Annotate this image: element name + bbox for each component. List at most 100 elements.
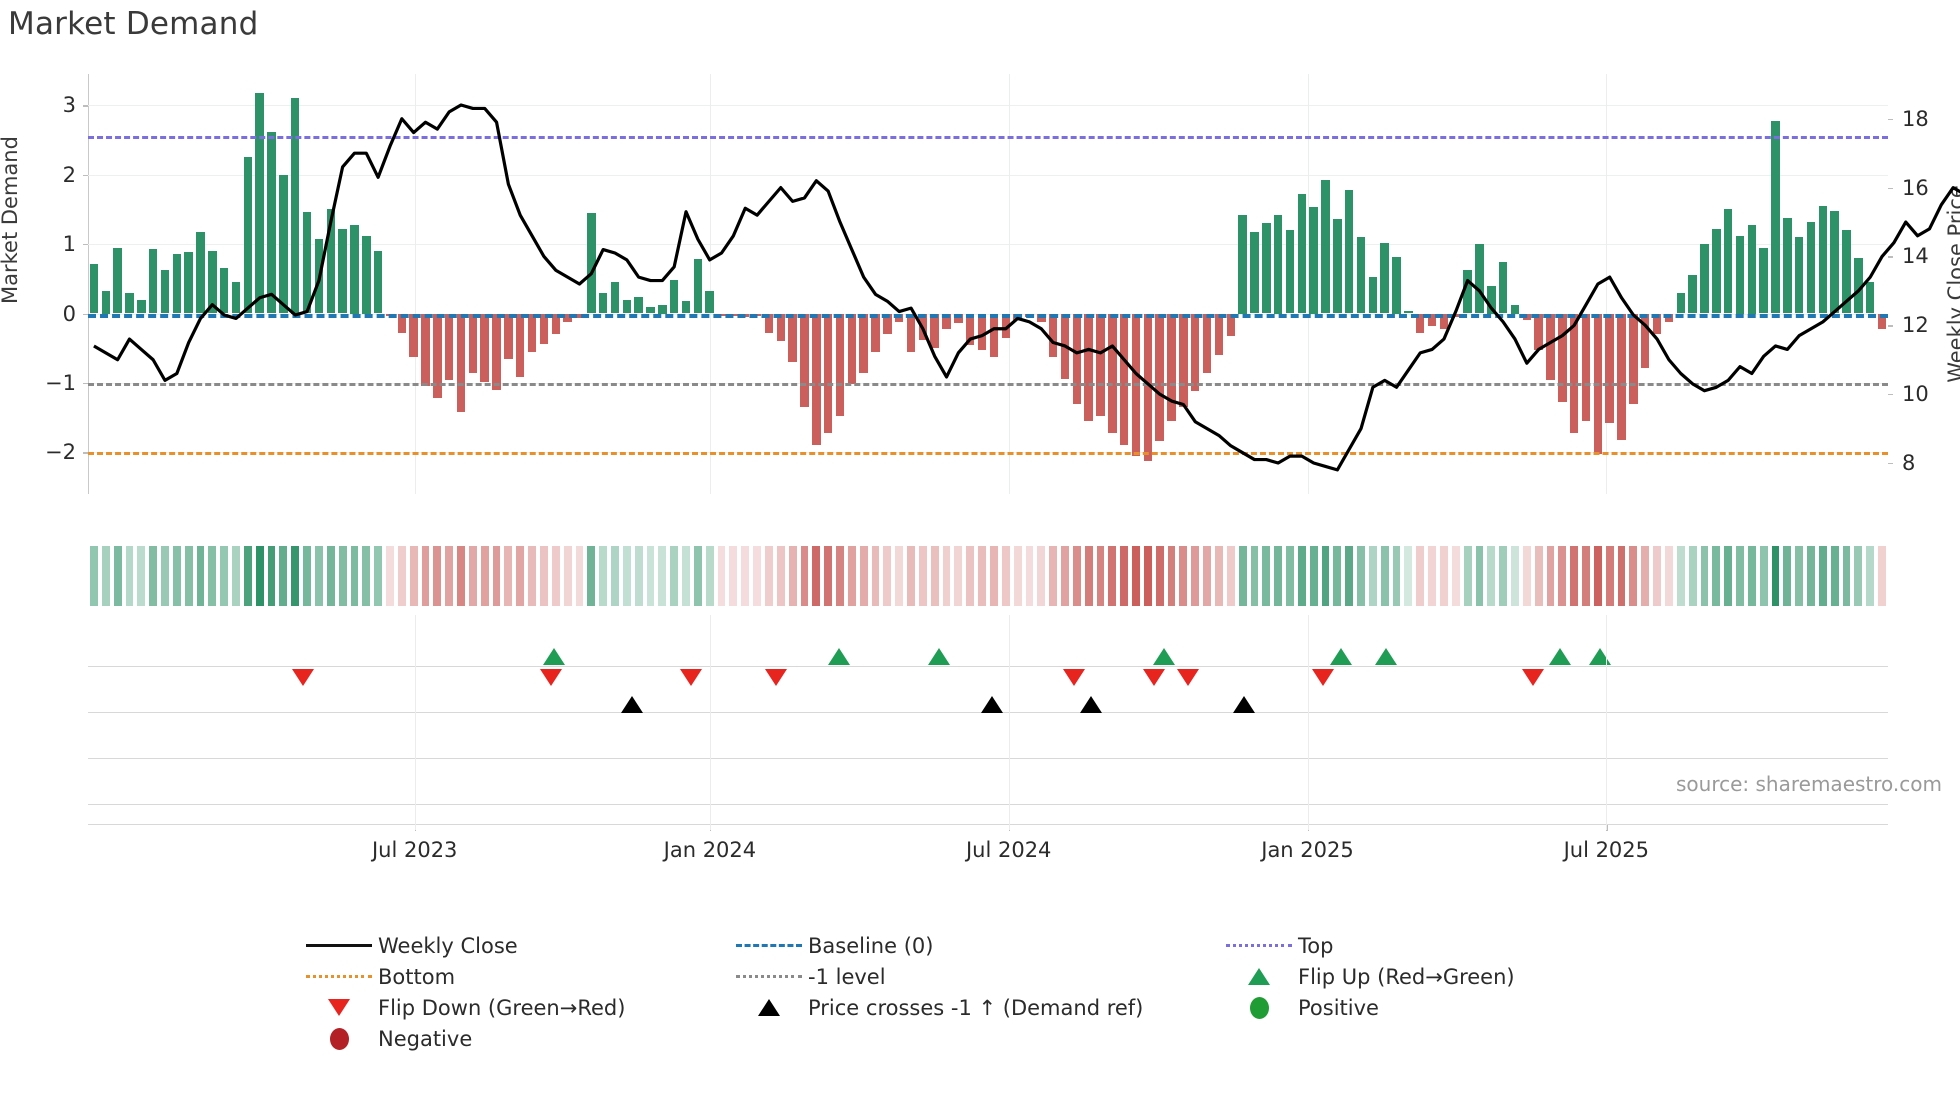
heatmap-cell — [1866, 546, 1875, 606]
demand-bar — [1096, 313, 1105, 417]
heatmap-cell — [836, 546, 844, 606]
demand-bar — [610, 281, 620, 314]
heatmap-cell — [693, 546, 702, 606]
demand-bar — [279, 174, 288, 314]
demand-bar — [504, 313, 513, 360]
demand-bar — [989, 313, 999, 357]
heatmap-cell — [1629, 546, 1638, 606]
heatmap-cell — [528, 546, 536, 606]
heatmap-cell — [765, 546, 773, 606]
heatmap-cell — [705, 546, 714, 606]
demand-bar — [1238, 214, 1247, 314]
heatmap-cell — [942, 546, 951, 606]
dotted-line-icon — [1226, 944, 1292, 947]
triangle-up-black-icon — [758, 999, 780, 1016]
demand-bar — [1427, 313, 1437, 326]
demand-bar — [1664, 313, 1674, 322]
heatmap-cell — [1072, 546, 1081, 606]
demand-bar — [1652, 313, 1662, 335]
demand-bar — [1321, 180, 1330, 314]
demand-bar — [977, 313, 987, 350]
heatmap-cell — [1309, 546, 1318, 606]
heatmap-cell — [1428, 546, 1436, 606]
demand-bar — [1226, 313, 1236, 336]
demand-bar — [350, 224, 359, 314]
demand-bar — [1747, 224, 1757, 314]
price-cross-marker — [620, 696, 643, 713]
demand-bar — [125, 292, 134, 314]
demand-bar — [172, 254, 182, 314]
demand-bar — [1084, 313, 1093, 422]
demand-bar — [954, 313, 963, 324]
demand-bar — [1273, 214, 1283, 314]
weekly-close-path — [93, 103, 1960, 472]
demand-bar — [1676, 292, 1686, 314]
legend-item-flip-down[interactable]: Flip Down (Green→Red) — [300, 992, 730, 1023]
heatmap-cell — [1226, 546, 1235, 606]
heatmap-cell — [1061, 546, 1069, 606]
triangle-down-icon — [328, 999, 350, 1016]
heatmap-cell — [1262, 546, 1271, 606]
demand-bar — [1439, 313, 1449, 329]
demand-bar — [1250, 231, 1259, 314]
x-guide-line — [1008, 615, 1010, 830]
demand-bar — [148, 248, 158, 314]
demand-bar — [326, 209, 336, 314]
heatmap-cell — [1392, 546, 1401, 606]
legend-item-baseline[interactable]: Baseline (0) — [730, 930, 1220, 961]
demand-bar — [1759, 247, 1768, 314]
demand-bar — [1688, 275, 1697, 314]
demand-heatmap-strip — [88, 546, 1888, 606]
heatmap-cell — [1818, 546, 1827, 606]
price-cross-marker — [1232, 696, 1255, 713]
demand-bar — [800, 313, 809, 408]
demand-bar — [409, 313, 418, 357]
circle-icon — [1249, 996, 1269, 1019]
legend-item-flip-up[interactable]: Flip Up (Red→Green) — [1220, 961, 1620, 992]
demand-bar — [338, 228, 347, 314]
gridline-x — [709, 74, 712, 494]
heatmap-cell — [326, 546, 335, 606]
demand-bar — [1415, 313, 1425, 333]
heatmap-cell — [1724, 546, 1733, 606]
legend-item-top[interactable]: Top — [1220, 930, 1620, 961]
demand-bar — [1072, 313, 1082, 404]
demand-bar — [1356, 237, 1366, 314]
heatmap-cell — [161, 546, 169, 606]
flip-up-marker — [1549, 648, 1572, 665]
demand-bar — [290, 98, 300, 314]
demand-bar — [397, 313, 407, 333]
legend-label: Price crosses -1 ↑ (Demand ref) — [808, 995, 1144, 1020]
heatmap-cell — [658, 546, 667, 606]
heatmap-cell — [990, 546, 998, 606]
heatmap-cell — [800, 546, 809, 606]
heatmap-cell — [1712, 546, 1721, 606]
demand-bar — [373, 251, 383, 314]
legend-item-price-crosses[interactable]: Price crosses -1 ↑ (Demand ref) — [730, 992, 1220, 1023]
heatmap-cell — [753, 546, 761, 606]
demand-bar — [942, 313, 951, 329]
heatmap-cell — [611, 546, 619, 606]
plot-frame — [88, 74, 1888, 494]
heatmap-cell — [125, 546, 134, 606]
heatmap-cell — [1463, 546, 1472, 606]
legend-item-positive[interactable]: Positive — [1220, 992, 1620, 1023]
heatmap-cell — [243, 546, 252, 606]
demand-bar — [1617, 313, 1626, 440]
legend-item-bottom[interactable]: Bottom — [300, 961, 730, 992]
heatmap-cell — [362, 546, 371, 606]
heatmap-cell — [457, 546, 465, 606]
demand-bar — [563, 313, 572, 322]
spacer-line-1 — [88, 758, 1888, 760]
demand-bar — [1190, 313, 1200, 392]
legend-item-weekly-close[interactable]: Weekly Close — [300, 930, 730, 961]
heatmap-cell — [149, 546, 158, 606]
legend-item-negative[interactable]: Negative — [300, 1023, 730, 1054]
demand-bar — [527, 313, 537, 352]
legend-item-minus-one-level[interactable]: -1 level — [730, 961, 1220, 992]
heatmap-cell — [255, 546, 264, 606]
demand-bar — [1167, 313, 1176, 422]
heatmap-cell — [1605, 546, 1614, 606]
x-guide-line — [1606, 615, 1608, 830]
